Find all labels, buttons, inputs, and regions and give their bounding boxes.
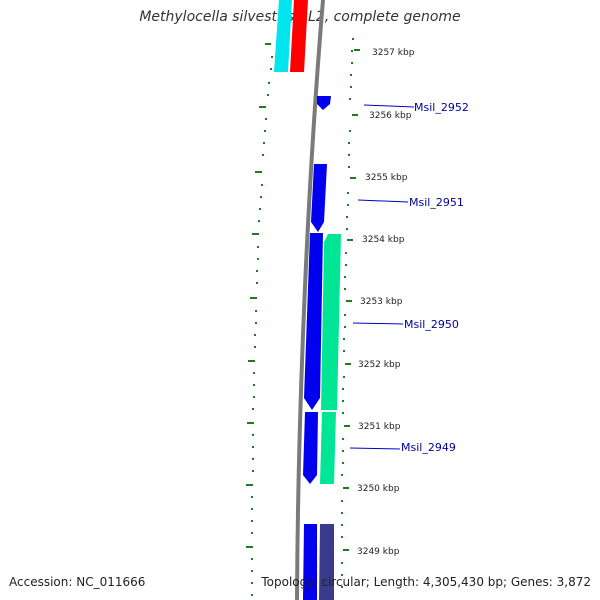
cds-msil-2952 (317, 96, 331, 110)
top-feature-red (290, 0, 308, 72)
gene-label-msil-2949: Msil_2949 (401, 441, 456, 454)
genome-summary-text: Topology: circular; Length: 4,305,430 bp… (261, 575, 591, 589)
inner-tick-marks (246, 43, 271, 548)
leader-msil-2951 (357, 199, 409, 203)
tick-label: 3249 kbp (357, 547, 400, 557)
top-feature-cyan (274, 0, 292, 72)
cds-msil-2950 (304, 233, 323, 410)
leader-msil-2950 (352, 322, 404, 325)
outer-dotted-ring (341, 38, 354, 588)
tick-label: 3256 kbp (369, 111, 412, 121)
accession-text: Accession: NC_011666 (9, 575, 146, 589)
tick-label: 3257 kbp (372, 48, 415, 58)
gene-label-msil-2952: Msil_2952 (414, 101, 469, 114)
gene-label-msil-2951: Msil_2951 (409, 196, 464, 209)
tick-label: 3254 kbp (362, 235, 405, 245)
outer-tick-marks (343, 49, 360, 551)
tick-label: 3255 kbp (365, 173, 408, 183)
cds-msil-2949 (303, 412, 318, 484)
genome-backbone (295, 0, 325, 600)
gene-label-msil-2950: Msil_2950 (404, 318, 459, 331)
tick-label: 3252 kbp (358, 360, 401, 370)
tick-label: 3251 kbp (358, 422, 401, 432)
cds-msil-2951 (311, 164, 327, 232)
tick-label: 3253 kbp (360, 297, 403, 307)
cds-green-lower (320, 412, 336, 484)
tick-label: 3250 kbp (357, 484, 400, 494)
inner-dotted-ring (251, 56, 273, 596)
cds-green-upper (321, 234, 341, 410)
leader-msil-2949 (349, 447, 401, 450)
cds-bottom-blue (303, 524, 317, 600)
cds-bottom-purple (319, 524, 334, 600)
leader-msil-2952 (363, 104, 415, 108)
